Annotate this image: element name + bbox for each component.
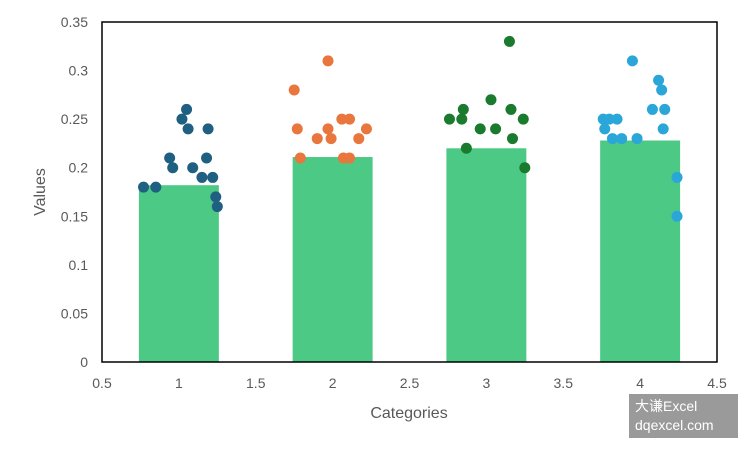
point-s4-7 xyxy=(626,55,638,67)
point-s3-11 xyxy=(517,113,529,125)
y-axis-title: Values xyxy=(32,168,49,216)
point-s2-11 xyxy=(344,152,356,164)
point-s2-1 xyxy=(288,84,300,96)
point-s3-4 xyxy=(460,142,472,154)
y-tick-label: 0.05 xyxy=(61,305,88,321)
point-s2-3 xyxy=(294,152,306,164)
x-axis-title: Categories xyxy=(370,405,447,422)
point-s2-12 xyxy=(353,133,365,145)
point-s3-6 xyxy=(485,94,497,106)
point-s3-10 xyxy=(507,133,519,145)
y-tick-label: 0.35 xyxy=(61,14,88,30)
point-s1-13 xyxy=(210,191,222,203)
point-s2-8 xyxy=(336,113,348,125)
point-s4-14 xyxy=(671,171,683,183)
bar-1 xyxy=(138,185,219,362)
point-s2-4 xyxy=(311,133,323,145)
point-s3-9 xyxy=(505,103,517,115)
point-s1-3 xyxy=(164,152,176,164)
point-s4-6 xyxy=(616,133,628,145)
point-s1-2 xyxy=(150,181,162,193)
plot-frame xyxy=(101,21,718,363)
bar-2 xyxy=(292,157,373,362)
bar-4 xyxy=(600,140,681,362)
point-s2-6 xyxy=(322,55,334,67)
x-tick-label: 4.5 xyxy=(707,375,727,391)
point-s4-2 xyxy=(599,123,611,135)
point-s4-11 xyxy=(656,84,668,96)
point-s4-15 xyxy=(671,210,683,222)
point-s4-4 xyxy=(606,133,618,145)
point-s4-13 xyxy=(659,103,671,115)
point-s1-8 xyxy=(187,162,199,174)
watermark-line-2: dqexcel.com xyxy=(635,417,714,433)
x-tick-label: 4 xyxy=(636,375,644,391)
x-tick-labels: 0.5 1 1.5 2 2.5 3 3.5 4 4.5 xyxy=(92,375,727,391)
x-tick-label: 2 xyxy=(329,375,337,391)
y-tick-label: 0.25 xyxy=(61,111,88,127)
point-s1-14 xyxy=(211,201,223,213)
point-s4-10 xyxy=(653,74,665,86)
y-tick-label: 0 xyxy=(80,354,88,370)
y-tick-labels: 0 0.05 0.1 0.15 0.2 0.25 0.3 0.35 xyxy=(61,14,88,370)
point-s1-4 xyxy=(167,162,179,174)
y-tick-label: 0.15 xyxy=(61,208,88,224)
point-s2-2 xyxy=(291,123,303,135)
x-tick-label: 1 xyxy=(175,375,183,391)
point-s3-3 xyxy=(457,103,469,115)
y-tick-label: 0.1 xyxy=(69,257,89,273)
point-s3-2 xyxy=(456,113,468,125)
point-s4-9 xyxy=(646,103,658,115)
point-s4-3 xyxy=(603,113,615,125)
watermark-line-1: 大谦Excel xyxy=(635,398,698,414)
point-s4-8 xyxy=(631,133,643,145)
point-s2-7 xyxy=(325,133,337,145)
x-tick-label: 3.5 xyxy=(554,375,574,391)
point-s2-10 xyxy=(344,113,356,125)
x-tick-label: 2.5 xyxy=(400,375,420,391)
point-s1-9 xyxy=(196,171,208,183)
point-s1-11 xyxy=(202,123,214,135)
point-s3-8 xyxy=(503,35,515,47)
point-s3-1 xyxy=(443,113,455,125)
point-s1-10 xyxy=(201,152,213,164)
points-layer xyxy=(138,35,683,222)
point-s1-7 xyxy=(182,123,194,135)
point-s1-1 xyxy=(138,181,150,193)
point-s3-12 xyxy=(519,162,531,174)
point-s2-5 xyxy=(322,123,334,135)
point-s4-5 xyxy=(611,113,623,125)
y-tick-label: 0.2 xyxy=(69,160,89,176)
x-tick-label: 3 xyxy=(482,375,490,391)
watermark: 大谦Excel dqexcel.com xyxy=(629,394,738,438)
point-s1-5 xyxy=(176,113,188,125)
x-tick-label: 0.5 xyxy=(92,375,112,391)
x-tick-label: 1.5 xyxy=(246,375,266,391)
bars-layer xyxy=(138,140,681,362)
point-s1-12 xyxy=(207,171,219,183)
point-s3-7 xyxy=(490,123,502,135)
point-s1-6 xyxy=(181,103,193,115)
point-s2-13 xyxy=(360,123,372,135)
point-s3-5 xyxy=(474,123,486,135)
bar-3 xyxy=(446,148,527,362)
y-tick-label: 0.3 xyxy=(69,63,89,79)
point-s4-12 xyxy=(657,123,669,135)
